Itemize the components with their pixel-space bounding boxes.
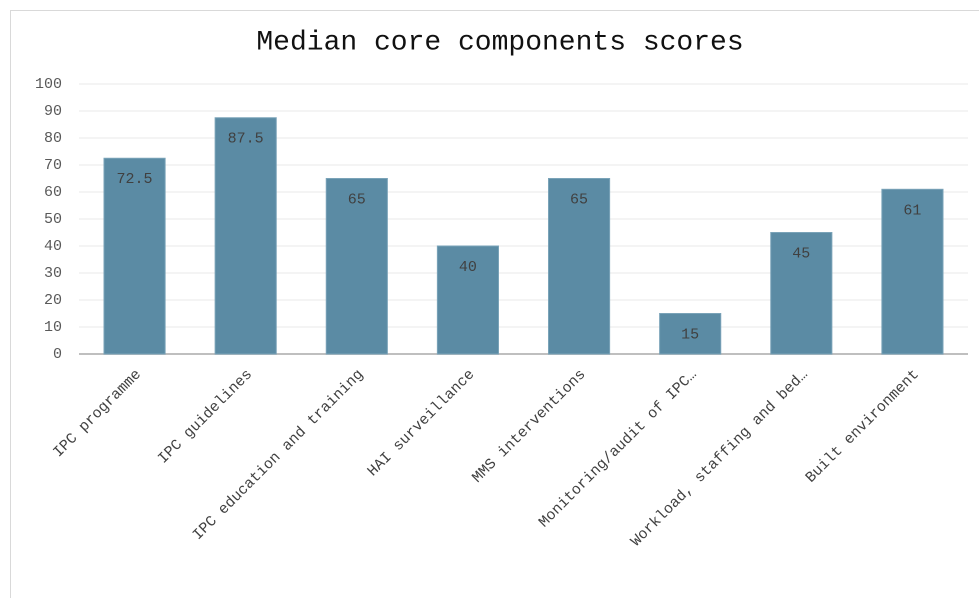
data-label: 72.5 — [117, 171, 153, 188]
bar — [103, 157, 166, 355]
y-tick-label: 90 — [44, 103, 62, 120]
data-label: 65 — [570, 191, 588, 208]
bar — [436, 245, 499, 355]
bar — [881, 188, 944, 355]
bar — [325, 178, 388, 355]
y-tick-label: 40 — [44, 238, 62, 255]
bar — [214, 117, 277, 355]
y-tick-label: 100 — [35, 76, 62, 93]
data-label: 40 — [459, 259, 477, 276]
chart-title: Median core components scores — [256, 27, 743, 58]
y-tick-label: 30 — [44, 265, 62, 282]
bar — [659, 313, 722, 355]
y-tick-label: 60 — [44, 184, 62, 201]
data-label: 65 — [348, 191, 366, 208]
y-tick-label: 70 — [44, 157, 62, 174]
data-label: 87.5 — [228, 131, 264, 148]
data-label: 15 — [681, 326, 699, 343]
y-tick-label: 10 — [44, 319, 62, 336]
y-tick-label: 0 — [53, 346, 62, 363]
data-label: 45 — [792, 245, 810, 262]
y-tick-label: 80 — [44, 130, 62, 147]
bar — [548, 178, 611, 355]
y-tick-label: 50 — [44, 211, 62, 228]
data-label: 61 — [903, 202, 921, 219]
y-tick-label: 20 — [44, 292, 62, 309]
bar — [770, 232, 833, 355]
